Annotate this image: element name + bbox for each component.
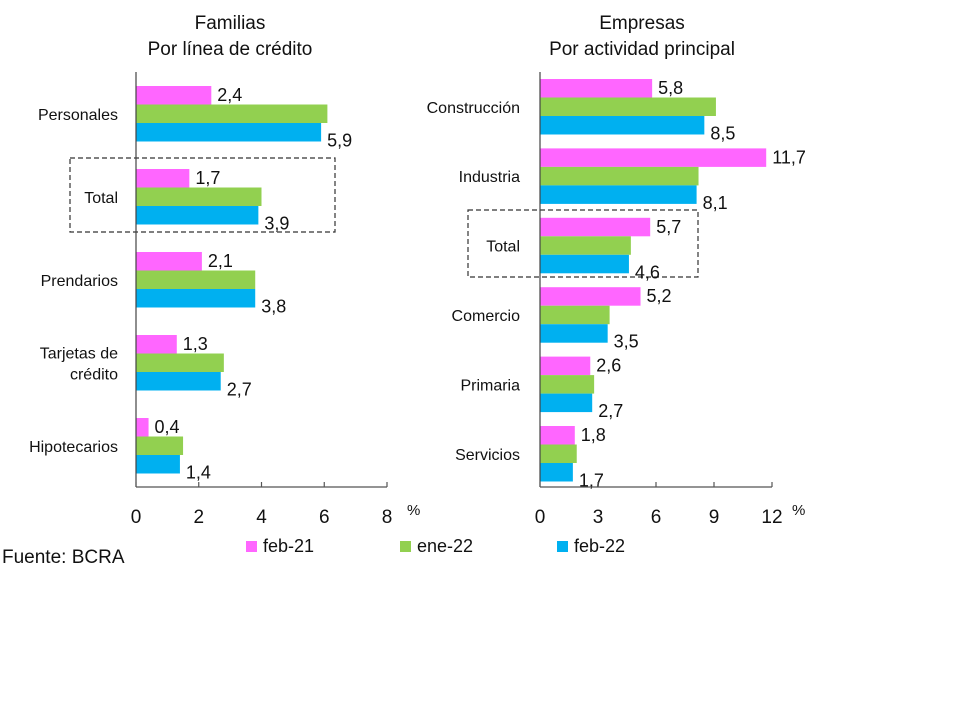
legend-label: feb-22 — [574, 536, 626, 556]
empresas-bar-ene-22 — [540, 375, 595, 394]
empresas-category-label: Construcción — [427, 100, 520, 117]
empresas-bar-feb-22 — [540, 185, 697, 204]
empresas-title: Empresas — [599, 13, 685, 34]
familias-bar-feb-22 — [136, 455, 180, 474]
familias-data-label-feb-22: 1,4 — [186, 463, 211, 483]
empresas-x-tick-label: 9 — [709, 507, 720, 528]
empresas-x-tick-label: 12 — [761, 507, 782, 528]
familias-data-label-feb-21: 0,4 — [155, 417, 180, 437]
familias-data-label-feb-21: 1,7 — [195, 168, 220, 188]
familias-category-label: Prendarios — [41, 273, 118, 290]
familias-unit-label: % — [407, 502, 420, 519]
familias-bar-ene-22 — [136, 436, 184, 455]
familias-bar-feb-21 — [136, 252, 202, 271]
legend-item-feb-21: feb-21 — [246, 536, 314, 557]
empresas-bar-ene-22 — [540, 236, 631, 255]
empresas-bar-feb-22 — [540, 393, 593, 413]
empresas-unit-label: % — [792, 502, 805, 519]
empresas-category-label: Total — [486, 239, 520, 256]
legend-swatch-feb-22 — [557, 541, 568, 552]
empresas-data-label-feb-22: 8,5 — [710, 124, 735, 144]
familias-x-tick-label: 4 — [256, 507, 267, 528]
familias-bar-feb-21 — [136, 86, 212, 105]
familias-bar-feb-22 — [136, 372, 221, 391]
legend-swatch-feb-21 — [246, 541, 257, 552]
familias-category-label: Hipotecarios — [29, 439, 118, 456]
empresas-bar-feb-21 — [540, 217, 651, 237]
empresas-bar-feb-22 — [540, 324, 608, 343]
empresas-data-label-feb-21: 5,2 — [647, 286, 672, 306]
empresas-bar-feb-21 — [540, 79, 653, 98]
legend-item-ene-22: ene-22 — [400, 536, 473, 557]
empresas-bar-ene-22 — [540, 305, 610, 325]
empresas-bar-feb-22 — [540, 463, 573, 482]
empresas-data-label-feb-21: 5,7 — [656, 217, 681, 237]
familias-category-label: Total — [84, 190, 118, 207]
familias-data-label-feb-21: 2,1 — [208, 251, 233, 271]
empresas-data-label-feb-22: 3,5 — [614, 332, 639, 352]
familias-title: Familias — [195, 13, 266, 34]
empresas-bar-ene-22 — [540, 97, 716, 116]
familias-data-label-feb-21: 2,4 — [217, 85, 242, 105]
empresas-subtitle: Por actividad principal — [549, 39, 735, 60]
empresas-data-label-feb-21: 11,7 — [772, 147, 806, 167]
empresas-bar-ene-22 — [540, 166, 699, 186]
familias-data-label-feb-22: 3,9 — [264, 214, 289, 234]
familias-bar-feb-21 — [136, 418, 149, 437]
empresas-category-label: Servicios — [455, 447, 520, 464]
empresas-category-label: Industria — [459, 169, 520, 186]
familias-bar-feb-22 — [136, 289, 256, 308]
empresas-x-tick-label: 6 — [651, 507, 662, 528]
familias-subtitle: Por línea de crédito — [148, 39, 313, 60]
empresas-category-label: Primaria — [460, 377, 520, 394]
empresas-x-tick-label: 3 — [593, 507, 604, 528]
empresas-bar-feb-22 — [540, 254, 629, 274]
familias-bar-ene-22 — [136, 353, 224, 372]
familias-x-tick-label: 0 — [131, 507, 142, 528]
empresas-bar-feb-22 — [540, 116, 705, 135]
familias-data-label-feb-22: 5,9 — [327, 131, 352, 151]
familias-bar-feb-21 — [136, 169, 190, 188]
familias-data-label-feb-21: 1,3 — [183, 334, 208, 354]
empresas-bar-feb-21 — [540, 426, 575, 445]
familias-x-tick-label: 8 — [382, 507, 393, 528]
empresas-data-label-feb-21: 5,8 — [658, 78, 683, 98]
empresas-data-label-feb-22: 4,6 — [635, 262, 660, 282]
familias-total-highlight-box — [69, 157, 336, 233]
empresas-data-label-feb-22: 2,7 — [598, 401, 623, 421]
empresas-bar-feb-21 — [540, 148, 767, 167]
familias-x-tick-label: 6 — [319, 507, 330, 528]
familias-bar-feb-22 — [136, 123, 322, 142]
familias-category-label: Tarjetas de — [40, 345, 118, 362]
empresas-bar-ene-22 — [540, 444, 577, 463]
empresas-data-label-feb-21: 2,6 — [596, 356, 621, 376]
legend-swatch-ene-22 — [400, 541, 411, 552]
familias-x-tick-label: 2 — [193, 507, 204, 528]
familias-bar-feb-21 — [136, 335, 177, 354]
familias-bar-ene-22 — [136, 187, 262, 206]
familias-bar-feb-22 — [136, 206, 259, 225]
legend-label: feb-21 — [263, 536, 315, 556]
legend-item-feb-22: feb-22 — [557, 536, 625, 557]
empresas-total-highlight-box — [467, 209, 699, 278]
empresas-category-label: Comercio — [452, 308, 521, 325]
familias-data-label-feb-22: 3,8 — [261, 297, 286, 317]
empresas-bar-feb-21 — [540, 287, 641, 306]
source-note: Fuente: BCRA — [2, 547, 125, 568]
familias-category-label: crédito — [70, 366, 118, 383]
empresas-bar-feb-21 — [540, 356, 591, 376]
familias-bar-ene-22 — [136, 104, 328, 123]
legend-label: ene-22 — [417, 536, 474, 556]
familias-category-label: Personales — [38, 107, 118, 124]
empresas-data-label-feb-22: 8,1 — [703, 193, 728, 213]
empresas-x-tick-label: 0 — [535, 507, 546, 528]
familias-bar-ene-22 — [136, 270, 256, 289]
empresas-data-label-feb-21: 1,8 — [581, 425, 606, 445]
familias-data-label-feb-22: 2,7 — [227, 380, 252, 400]
